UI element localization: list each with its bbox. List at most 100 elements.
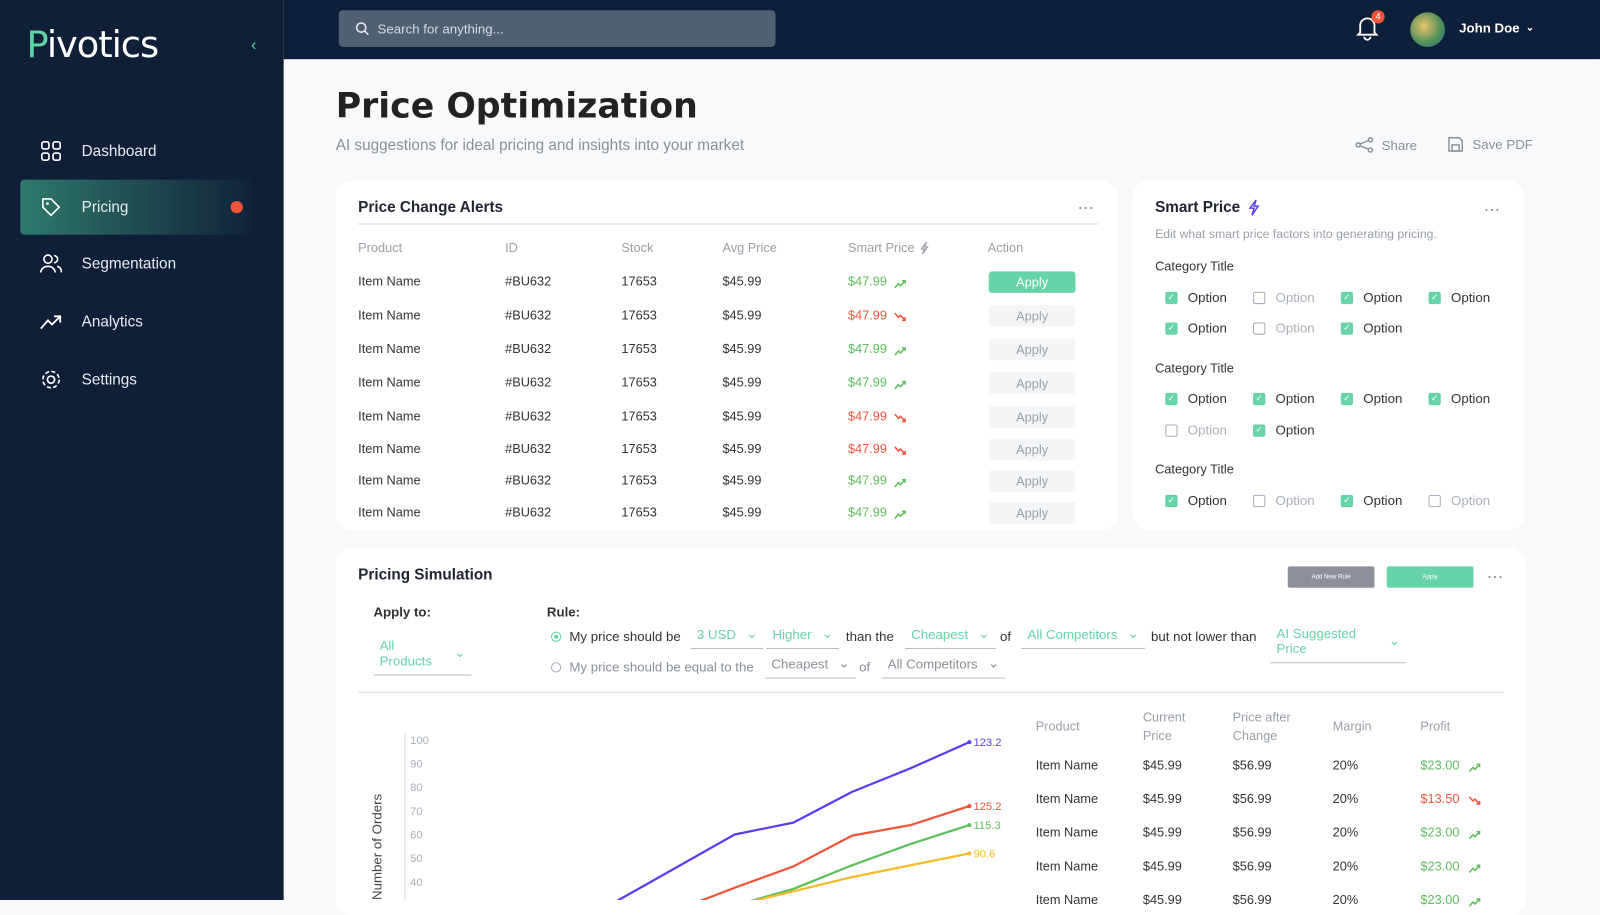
floor-text: but not lower than	[1151, 628, 1257, 644]
direction-dropdown[interactable]: Higher ⌄	[766, 626, 839, 649]
gear-icon	[20, 368, 81, 390]
sidebar-item-analytics[interactable]: Analytics	[20, 294, 253, 349]
user-menu[interactable]: John Doe ⌄	[1459, 20, 1534, 36]
save-pdf-button[interactable]: Save PDF	[1447, 136, 1533, 153]
cell-product: Item Name	[358, 409, 421, 424]
option-checkbox[interactable]: Option	[1428, 493, 1490, 508]
apply-button[interactable]: Apply	[988, 372, 1076, 394]
option-checkbox[interactable]: ✓ Option	[1340, 320, 1402, 336]
option-checkbox[interactable]: ✓ Option	[1340, 391, 1402, 406]
rule2-radio[interactable]	[551, 662, 562, 673]
checkbox-checked-icon: ✓	[1428, 291, 1441, 304]
competitors-dropdown[interactable]: All Competitors ⌄	[1021, 626, 1145, 649]
apply-button[interactable]: Apply	[988, 406, 1076, 428]
apply-button[interactable]: Apply	[988, 305, 1076, 327]
option-label: Option	[1275, 289, 1315, 306]
chevron-down-icon: ⌄	[978, 625, 990, 641]
option-checkbox[interactable]: ✓ Option	[1340, 493, 1402, 508]
option-checkbox[interactable]: Option	[1253, 290, 1315, 305]
option-checkbox[interactable]: ✓ Option	[1165, 391, 1227, 406]
apply-button[interactable]: Apply	[988, 271, 1076, 293]
option-checkbox[interactable]: ✓ Option	[1165, 493, 1227, 508]
option-checkbox[interactable]: ✓ Option	[1253, 391, 1315, 406]
share-button[interactable]: Share	[1355, 137, 1417, 153]
search-input[interactable]: Search for anything...	[338, 10, 776, 47]
column-header: Smart Price	[847, 240, 915, 256]
dropdown-value: Cheapest	[911, 626, 969, 642]
cell-stock: 17653	[621, 505, 657, 520]
cell-product: Item Name	[358, 375, 421, 390]
than-text: than the	[845, 628, 894, 644]
tag-icon	[20, 197, 81, 217]
notifications-button[interactable]: 4	[1355, 10, 1385, 46]
option-label: Option	[1187, 320, 1227, 336]
user-name: John Doe	[1459, 20, 1520, 36]
series-line	[699, 805, 970, 900]
cell-product: Item Name	[358, 274, 421, 289]
sidebar-item-label: Segmentation	[81, 254, 177, 272]
option-checkbox[interactable]: ✓ Option	[1165, 290, 1227, 305]
option-checkbox[interactable]: Option	[1165, 422, 1227, 438]
column-header: Product	[358, 240, 403, 256]
rule2-competitors-dropdown[interactable]: All Competitors ⌄	[881, 655, 1006, 679]
target-dropdown[interactable]: Cheapest ⌄	[905, 625, 996, 649]
y-tick-label: 70	[410, 806, 422, 818]
trend-up-icon	[894, 343, 906, 361]
apply-button[interactable]: Apply	[988, 502, 1076, 524]
sidebar: Pivotics ‹ Dashboard Pricing Segmentation A…	[0, 0, 284, 900]
y-axis-label: Number of Orders	[369, 793, 385, 900]
sidebar-item-segmentation[interactable]: Segmentation	[20, 236, 253, 291]
cell-stock: 17653	[621, 473, 657, 488]
apply-button[interactable]: Apply	[988, 438, 1076, 461]
trend-up-icon	[1468, 894, 1481, 912]
add-new-rule-button[interactable]: Add New Rule	[1287, 566, 1375, 588]
simulation-apply-button[interactable]: Apply	[1386, 566, 1474, 588]
sim-column-header: Profit	[1420, 719, 1451, 734]
smart-more-button[interactable]: ⋯	[1483, 202, 1502, 220]
cell-id: #BU632	[505, 473, 552, 488]
option-checkbox[interactable]: ✓ Option	[1340, 290, 1402, 305]
chevron-down-icon: ⌄	[1388, 632, 1400, 648]
cell-smart-price: $47.99	[847, 473, 887, 488]
alerts-more-button[interactable]: ⋯	[1077, 199, 1095, 218]
avatar[interactable]	[1410, 12, 1445, 47]
option-checkbox[interactable]: Option	[1253, 320, 1315, 336]
option-checkbox[interactable]: ✓ Option	[1428, 391, 1490, 406]
sidebar-item-pricing[interactable]: Pricing	[20, 179, 254, 235]
y-tick-label: 100	[410, 735, 429, 747]
sim-column-header: Price after Change	[1232, 710, 1291, 743]
sim-cell-profit: $23.00	[1420, 859, 1460, 874]
chevron-down-icon: ⌄	[1127, 625, 1139, 641]
floor-dropdown[interactable]: AI Suggested Price ⌄	[1270, 626, 1407, 664]
checkbox-empty-icon	[1428, 494, 1441, 507]
apply-to-dropdown[interactable]: All Products ⌄	[373, 638, 472, 676]
cell-avg: $45.99	[722, 274, 762, 289]
option-checkbox[interactable]: ✓ Option	[1253, 422, 1315, 438]
bell-icon	[1355, 17, 1379, 41]
column-header: Stock	[621, 240, 654, 256]
rule1-radio[interactable]	[551, 631, 562, 642]
dropdown-value: All Competitors	[1027, 626, 1118, 642]
sidebar-item-label: Pricing	[81, 198, 129, 216]
cell-product: Item Name	[358, 505, 421, 520]
option-label: Option	[1275, 422, 1315, 438]
sidebar-item-dashboard[interactable]: Dashboard	[20, 123, 253, 178]
apply-button[interactable]: Apply	[988, 470, 1076, 492]
rule2-target-dropdown[interactable]: Cheapest ⌄	[765, 655, 856, 679]
series-end-point	[967, 822, 972, 828]
collapse-sidebar-icon[interactable]: ‹	[251, 36, 257, 55]
option-checkbox[interactable]: ✓ Option	[1428, 290, 1490, 305]
sidebar-item-settings[interactable]: Settings	[20, 352, 253, 407]
amount-dropdown[interactable]: 3 USD ⌄	[690, 626, 764, 649]
cell-id: #BU632	[505, 441, 552, 457]
series-line	[750, 823, 970, 900]
checkbox-checked-icon: ✓	[1428, 392, 1441, 405]
simulation-more-button[interactable]: ⋯	[1486, 569, 1505, 587]
sim-cell-current: $45.99	[1142, 791, 1182, 807]
apply-button[interactable]: Apply	[988, 338, 1076, 361]
sim-cell-product: Item Name	[1035, 859, 1099, 874]
option-checkbox[interactable]: ✓ Option	[1165, 320, 1227, 336]
option-checkbox[interactable]: Option	[1253, 493, 1315, 508]
cell-id: #BU632	[505, 375, 552, 390]
dropdown-value: All Competitors	[887, 655, 978, 671]
